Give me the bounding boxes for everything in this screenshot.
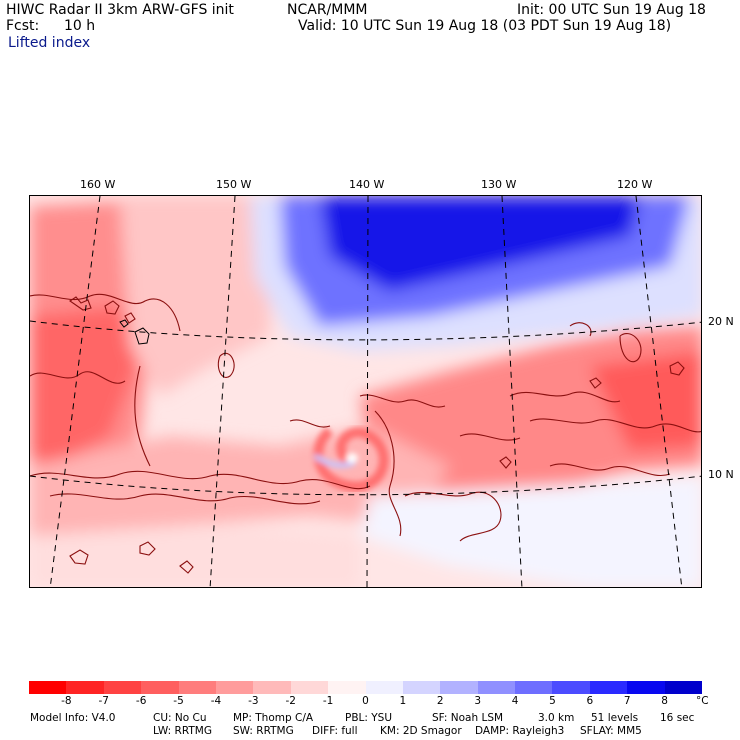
colorbar-tick-label: -5 xyxy=(173,695,184,707)
colorbar-unit: °C xyxy=(696,695,709,707)
colorbar-tick-label: -4 xyxy=(210,695,222,707)
east-core-area xyxy=(590,351,701,451)
colorbar-tick-label: -8 xyxy=(61,695,72,707)
lon-label-120w: 120 W xyxy=(617,178,653,191)
lon-label-150w: 150 W xyxy=(216,178,252,191)
microphysics-scheme: MP: Thomp C/A xyxy=(233,712,314,724)
organization: NCAR/MMM xyxy=(287,2,368,18)
colorbar-cell xyxy=(515,681,553,694)
surface-layer-scheme: SFLAY: MM5 xyxy=(580,725,642,737)
chart-title: HIWC Radar II 3km ARW-GFS init xyxy=(6,2,234,18)
lat-label-10n: 10 N xyxy=(708,468,734,481)
colorbar-tick-label: -7 xyxy=(98,695,110,707)
grid-spacing: 3.0 km xyxy=(538,712,575,724)
lon-label-130w: 130 W xyxy=(481,178,517,191)
pink-zone-west xyxy=(120,196,270,396)
cumulus-scheme: CU: No Cu xyxy=(153,712,207,724)
hurricane-spiral xyxy=(313,427,389,492)
colorbar-tick-label: 7 xyxy=(623,695,631,707)
colorbar-tick-label: 4 xyxy=(511,695,519,707)
colorbar-cell xyxy=(215,681,254,694)
colorbar-cell xyxy=(328,681,366,694)
west-core-area xyxy=(30,306,140,466)
colorbar xyxy=(29,681,703,694)
lat-label-20n: 20 N xyxy=(708,315,734,328)
colorbar-cell xyxy=(627,681,666,694)
colorbar-tick-label: 0 xyxy=(362,695,369,707)
southeast-neutral xyxy=(360,476,701,587)
colorbar-tick-label: -6 xyxy=(135,695,147,707)
colorbar-tick-label: 2 xyxy=(436,695,444,707)
colorbar-cell xyxy=(440,681,479,694)
surface-scheme: SF: Noah LSM xyxy=(432,712,504,724)
lifted-index-map xyxy=(29,195,702,588)
time-step: 16 sec xyxy=(660,712,695,724)
colorbar-cell xyxy=(290,681,329,694)
damping-setting: DAMP: Rayleigh3 xyxy=(475,725,565,737)
lon-label-160w: 160 W xyxy=(80,178,116,191)
colorbar-cell xyxy=(103,681,142,694)
forecast-hour: 10 h xyxy=(64,18,96,34)
valid-time: Valid: 10 UTC Sun 19 Aug 18 (03 PDT Sun … xyxy=(298,18,672,34)
diffusion-setting: DIFF: full xyxy=(312,725,358,737)
colorbar-cell xyxy=(66,681,105,694)
colorbar-cell xyxy=(178,681,217,694)
pbl-scheme: PBL: YSU xyxy=(345,712,393,724)
colorbar-cell xyxy=(402,681,441,694)
colorbar-cell xyxy=(253,681,292,694)
model-info: Model Info: V4.0 xyxy=(30,712,116,724)
southwest-light xyxy=(30,526,360,587)
colorbar-tick-label: 5 xyxy=(549,695,556,707)
map-svg xyxy=(30,196,701,587)
colorbar-tick-label: 3 xyxy=(474,695,481,707)
colorbar-tick-label: 1 xyxy=(399,695,407,707)
colorbar-cell xyxy=(29,681,67,694)
colorbar-tick-label: -2 xyxy=(285,695,296,707)
longwave-scheme: LW: RRTMG xyxy=(153,725,212,737)
colorbar-cell xyxy=(552,681,591,694)
colorbar-cell xyxy=(365,681,404,694)
graticule xyxy=(30,196,701,587)
colorbar-cell xyxy=(664,681,703,694)
km-setting: KM: 2D Smagor xyxy=(380,725,462,737)
colorbar-tick-label: 8 xyxy=(661,695,668,707)
forecast-label: Fcst: xyxy=(6,18,40,34)
stable-area-core xyxy=(320,196,640,291)
colorbar-cell xyxy=(589,681,628,694)
contour-lines xyxy=(30,293,701,574)
islands xyxy=(119,319,150,345)
colorbar-tick-label: -3 xyxy=(248,695,259,707)
colorbar-tick-label: 6 xyxy=(586,695,594,707)
lon-label-140w: 140 W xyxy=(349,178,385,191)
colorbar-tick-label: -1 xyxy=(322,695,334,707)
init-time: Init: 00 UTC Sun 19 Aug 18 xyxy=(517,2,706,18)
shortwave-scheme: SW: RRTMG xyxy=(233,725,294,737)
vertical-levels: 51 levels xyxy=(591,712,639,724)
colorbar-cell xyxy=(141,681,180,694)
colorbar-cell xyxy=(477,681,516,694)
field-name: Lifted index xyxy=(8,35,91,51)
